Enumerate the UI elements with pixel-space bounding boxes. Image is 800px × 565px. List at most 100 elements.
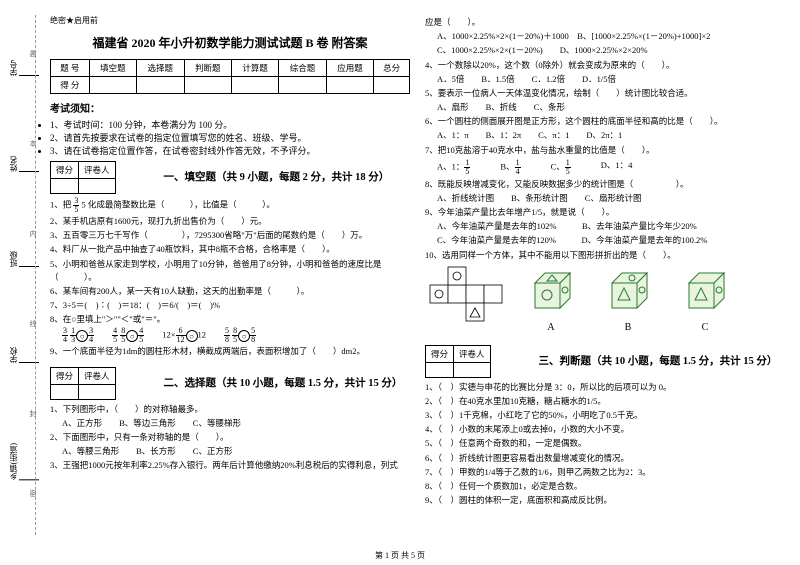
denominator: 5 [73, 206, 79, 214]
question: 3、五百零三万七千写作（ ），7295300省略"万"后面的尾数约是（ ）万。 [50, 229, 410, 242]
dice-question-row: A B [425, 263, 785, 335]
th: 总分 [374, 60, 410, 77]
section-score-box: 得分评卷人 [50, 367, 116, 400]
q-text: 化成最简整数比是（ ），比值是（ ）。 [88, 199, 275, 209]
options: A、等腰三角形 B、长方形 C、正方形 [62, 445, 410, 458]
question: 4、料厂从一批产品中抽查了40瓶饮料，其中8瓶不合格，合格率是（ ）。 [50, 243, 410, 256]
left-column: 绝密★启用前 福建省 2020 年小升初数学能力测试试题 B 卷 附答案 题 号… [50, 15, 410, 535]
question: 9、（ ）圆柱的体积一定，底面积和高成反比例。 [425, 494, 785, 507]
score-table: 题 号 填空题 选择题 判断题 计算题 综合题 应用题 总分 得 分 [50, 59, 410, 94]
dice-svg [602, 268, 654, 320]
question: 7、（ ）甲数的1/4等于乙数的1/6，则甲乙两数之比为2：3。 [425, 466, 785, 479]
side-label: 学校 [8, 347, 39, 363]
question: 9、一个底面半径为1dm的圆柱形木材，横截成两端后，表面积增加了（ ）dm2。 [50, 345, 410, 358]
whole: 5 [82, 199, 86, 209]
dice-svg [525, 268, 577, 320]
question: 8、既能反映增减变化，又能反映数据多少的统计图是（ ）。 [425, 178, 785, 191]
options: A、扇形 B、折线 C、条形 [437, 101, 785, 114]
question: 6、某车间有200人，某一天有10人缺勤，这天的出勤率是（ ）。 [50, 285, 410, 298]
label-text: 姓名 [9, 156, 18, 172]
dice-label: A [525, 322, 577, 333]
side-label: 姓名 [8, 156, 39, 172]
seal-char: 密 [28, 490, 38, 497]
net-svg [425, 263, 515, 328]
options: A、今年油菜产量是去年的102% B、去年油菜产量比今年少20% [437, 220, 785, 233]
label-text: 乡镇(街道) [9, 443, 18, 480]
options: C、今年油菜产量是去年的120% D、今年油菜产量是去年的100.2% [437, 234, 785, 247]
dice-option: A [525, 268, 577, 333]
question: 7、把10克盐溶于40克水中，盐与盐水重量的比值是（ ）。 [425, 144, 785, 157]
label-text: 学校 [9, 347, 18, 363]
q-text: 1、把 [50, 199, 73, 209]
cmp-item: 58 85○58 [224, 327, 256, 344]
options: A、正方形 B、等边三角形 C、等腰梯形 [62, 417, 410, 430]
cube-net [425, 263, 515, 330]
question: 1、（ ）实德与申花的比赛比分是 3：0，所以比的后项可以为 0。 [425, 381, 785, 394]
notice-item: 3、请在试卷指定位置作答，在试卷密封线外作答无效，不予评分。 [50, 144, 410, 157]
grader-label: 评卷人 [79, 367, 116, 384]
question: 1、把 35 5 化成最简整数比是（ ），比值是（ ）。 [50, 197, 410, 214]
exam-title: 福建省 2020 年小升初数学能力测试试题 B 卷 附答案 [50, 34, 410, 51]
th: 综合题 [279, 60, 326, 77]
side-label: 学号 [8, 60, 39, 76]
cmp-item: 45 85○45 [112, 327, 144, 344]
section-score-box: 得分评卷人 [50, 161, 116, 194]
notice-item: 1、考试时间：100 分钟，本卷满分为 100 分。 [50, 118, 410, 131]
question: 9、今年油菜产量比去年增产1/5，就是说（ ）。 [425, 206, 785, 219]
dice-label: B [602, 322, 654, 333]
question: 3、（ ）1千克棉，小红吃了它的50%，小明吃了0.5千克。 [425, 409, 785, 422]
comparison-row: 34 13○34 45 85○45 12×612○12 58 85○58 [62, 327, 410, 344]
question: 应是（ ）。 [425, 16, 785, 29]
question: 2、某手机店原有1600元，现打九折出售价为（ ）元。 [50, 215, 410, 228]
question: 1、下列图形中，（ ）的对称轴最多。 [50, 403, 410, 416]
opt: D、1：4 [601, 159, 633, 176]
seal-char: 内 [28, 230, 38, 237]
cmp-item: 12×612○12 [162, 327, 206, 344]
question: 7、3÷5＝( )∶( )＝18：( )＝6/( )＝( )% [50, 299, 410, 312]
seal-char: 愚 [28, 50, 38, 57]
options: C、1000×2.25%×2×(1－20%) D、1000×2.25%×2×20… [437, 44, 785, 57]
options: A．5倍 B．1.5倍 C．1.2倍 D．1/5倍 [437, 73, 785, 86]
options-row: A、1：15 B、14 C、15 D、1：4 [437, 159, 785, 176]
question: 5、（ ）任意两个奇数的和，一定是偶数。 [425, 437, 785, 450]
question: 10、选用同样一个方体，其中不能用以下图形拼折出的是（ ）。 [425, 249, 785, 262]
section-1-title: 一、填空题（共 9 小题，每题 2 分，共计 18 分） [164, 169, 390, 184]
th: 计算题 [231, 60, 278, 77]
score-label: 得分 [51, 367, 79, 384]
question: 5、小明和爸爸从家走到学校，小明用了10分钟，爸爸用了8分钟，小明和爸爸的速度比… [50, 258, 410, 284]
side-label: 乡镇(街道) [8, 443, 39, 480]
fraction: 35 [73, 197, 79, 214]
page-footer: 第 1 页 共 5 页 [375, 550, 425, 561]
right-column: 应是（ ）。 A、1000×2.25%×2×(1－20%)＋1000 B、[10… [425, 15, 785, 535]
opt: C、15 [551, 159, 571, 176]
th: 填空题 [89, 60, 136, 77]
opt: B、14 [500, 159, 520, 176]
score-label: 得分 [51, 162, 79, 179]
question: 4、（ ）小数的末尾添上0或去掉0，小数的大小不变。 [425, 423, 785, 436]
dice-option: C [679, 268, 731, 333]
options: A、1000×2.25%×2×(1－20%)＋1000 B、[1000×2.25… [437, 30, 785, 43]
options: A、折线统计图 B、条形统计图 C、扇形统计图 [437, 192, 785, 205]
cmp-item: 34 13○34 [62, 327, 94, 344]
question: 8、在○里填上"＞""＜"或"＝"。 [50, 313, 410, 326]
seal-char: 封 [28, 410, 38, 417]
section-score-box: 得分评卷人 [425, 345, 491, 378]
opt: A、1：15 [437, 159, 470, 176]
seal-char: 本 [28, 140, 38, 147]
question: 6、一个圆柱的侧面展开图是正方形，这个圆柱的底面半径和高的比是（ ）。 [425, 115, 785, 128]
section-2-title: 二、选择题（共 10 小题，每题 1.5 分，共计 15 分） [164, 375, 403, 390]
side-label: 班级 [8, 251, 39, 267]
question: 3、王强把1000元按年利率2.25%存入银行。两年后计算他缴纳20%利息税后的… [50, 459, 410, 472]
notice-list: 1、考试时间：100 分钟，本卷满分为 100 分。 2、请首先按要求在试卷的指… [50, 118, 410, 157]
seal-line [35, 15, 36, 535]
td: 得 分 [51, 77, 90, 94]
notice-header: 考试须知： [50, 100, 410, 115]
dice-svg [679, 268, 731, 320]
th: 选择题 [137, 60, 184, 77]
question: 2、（ ）在40克水里加10克糖，糖占糖水的1/5。 [425, 395, 785, 408]
dice-option: B [602, 268, 654, 333]
dice-label: C [679, 322, 731, 333]
label-text: 学号 [9, 60, 18, 76]
score-label: 得分 [426, 345, 454, 362]
question: 6、（ ）折线统计图更容易看出数量增减变化的情况。 [425, 452, 785, 465]
